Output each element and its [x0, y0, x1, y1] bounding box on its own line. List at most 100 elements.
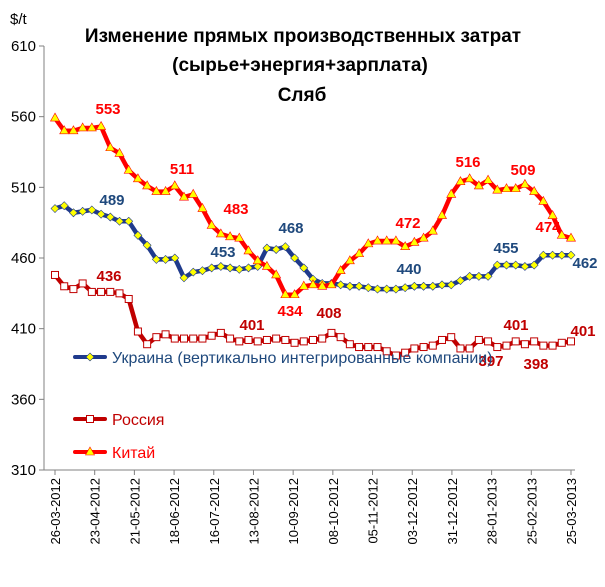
data-point-diamond — [207, 263, 217, 273]
data-point-square — [143, 340, 152, 349]
legend-item: Россия — [73, 412, 164, 429]
data-point-triangle — [142, 180, 153, 190]
data-point-square — [60, 282, 69, 291]
data-point-diamond — [151, 254, 161, 264]
legend-item: Украина (вертикально интегрированные ком… — [73, 350, 493, 367]
data-point-square — [115, 289, 124, 298]
data-point-triangle — [464, 173, 475, 183]
data-point-diamond — [225, 263, 235, 273]
data-point-square — [373, 343, 382, 352]
data-point-diamond — [78, 206, 88, 216]
data-point-square — [318, 334, 327, 343]
data-point-diamond — [96, 209, 106, 219]
data-point-square — [180, 334, 188, 343]
data-point-square — [51, 270, 59, 279]
data-point-triangle — [326, 279, 337, 289]
data-point-diamond — [474, 271, 484, 281]
chart-title: Изменение прямых производственных затрат… — [85, 26, 521, 106]
data-label: 509 — [510, 162, 535, 179]
data-point-diamond — [244, 263, 253, 273]
data-point-triangle — [86, 122, 97, 132]
data-point-square — [465, 344, 474, 353]
data-point-diamond — [391, 284, 401, 294]
data-point-triangle — [84, 446, 96, 456]
data-point-triangle — [178, 191, 190, 201]
data-label: 553 — [95, 101, 120, 118]
data-point-diamond — [538, 250, 548, 260]
data-point-triangle — [160, 185, 171, 195]
data-point-square — [336, 333, 345, 342]
data-point-diamond — [216, 262, 226, 271]
legend-label: Китай — [112, 445, 155, 462]
x-tick-label: 31-12-2012 — [445, 478, 460, 545]
data-point-diamond — [520, 262, 530, 271]
data-point-diamond — [198, 266, 207, 276]
data-point-square — [207, 331, 216, 340]
data-point-diamond — [511, 260, 521, 270]
data-point-triangle — [400, 241, 411, 250]
data-label: 472 — [395, 215, 420, 232]
data-point-triangle — [335, 265, 346, 275]
data-point-triangle — [446, 188, 457, 198]
data-point-triangle — [298, 280, 309, 290]
data-point-triangle — [307, 279, 319, 289]
data-label: 401 — [570, 323, 595, 340]
data-point-triangle — [473, 180, 484, 190]
data-point-diamond — [557, 250, 567, 260]
data-point-triangle — [344, 255, 355, 265]
data-point-diamond — [115, 216, 124, 226]
data-point-square — [382, 347, 391, 356]
x-tick-label: 21-05-2012 — [127, 478, 142, 545]
data-point-diamond — [133, 230, 143, 240]
data-point-square — [539, 341, 548, 350]
data-point-square — [235, 337, 244, 346]
data-point-square — [410, 344, 419, 353]
y-tick-label: 310 — [11, 462, 36, 479]
data-point-square — [309, 335, 317, 344]
legend-item: Китай — [73, 445, 155, 462]
series-layer — [49, 112, 577, 360]
data-point-triangle — [317, 280, 328, 290]
x-tick-label: 08-10-2012 — [326, 478, 341, 545]
data-point-diamond — [262, 243, 272, 253]
data-point-square — [152, 333, 161, 342]
data-point-triangle — [372, 235, 383, 245]
data-point-square — [391, 351, 400, 360]
data-point-diamond — [345, 281, 355, 291]
y-tick-label: 560 — [11, 109, 36, 126]
x-tick-label: 16-07-2012 — [207, 478, 222, 545]
data-point-triangle — [501, 183, 512, 193]
data-point-diamond — [363, 283, 373, 293]
data-point-triangle — [234, 232, 245, 242]
data-point-square — [87, 287, 96, 296]
data-point-triangle — [547, 209, 558, 219]
data-point-triangle — [169, 180, 180, 190]
data-point-diamond — [161, 254, 170, 264]
data-point-triangle — [565, 232, 577, 242]
data-point-square — [133, 327, 142, 336]
data-point-triangle — [381, 235, 392, 245]
data-point-square — [520, 340, 529, 349]
data-point-diamond — [419, 281, 428, 291]
data-point-triangle — [529, 185, 540, 195]
y-tick-label: 360 — [11, 391, 36, 408]
data-point-diamond — [437, 280, 447, 290]
data-point-square — [106, 287, 115, 296]
data-point-square — [355, 343, 364, 352]
data-label: 397 — [478, 353, 503, 370]
data-point-triangle — [243, 245, 254, 255]
series-1 — [51, 270, 575, 360]
data-label: 401 — [239, 317, 264, 334]
data-point-square — [161, 330, 170, 339]
data-point-square — [244, 335, 253, 344]
data-point-triangle — [105, 142, 116, 152]
data-label: 401 — [503, 317, 528, 334]
data-point-triangle — [132, 173, 143, 183]
axes: 310 360 410 460 510 560 610 26-03-2012 23-04-201… — [11, 38, 579, 545]
data-point-diamond — [492, 260, 502, 270]
data-point-triangle — [483, 174, 494, 184]
data-label: 436 — [96, 268, 121, 285]
data-point-square — [97, 287, 106, 296]
data-point-square — [493, 343, 502, 352]
data-point-triangle — [59, 125, 70, 135]
